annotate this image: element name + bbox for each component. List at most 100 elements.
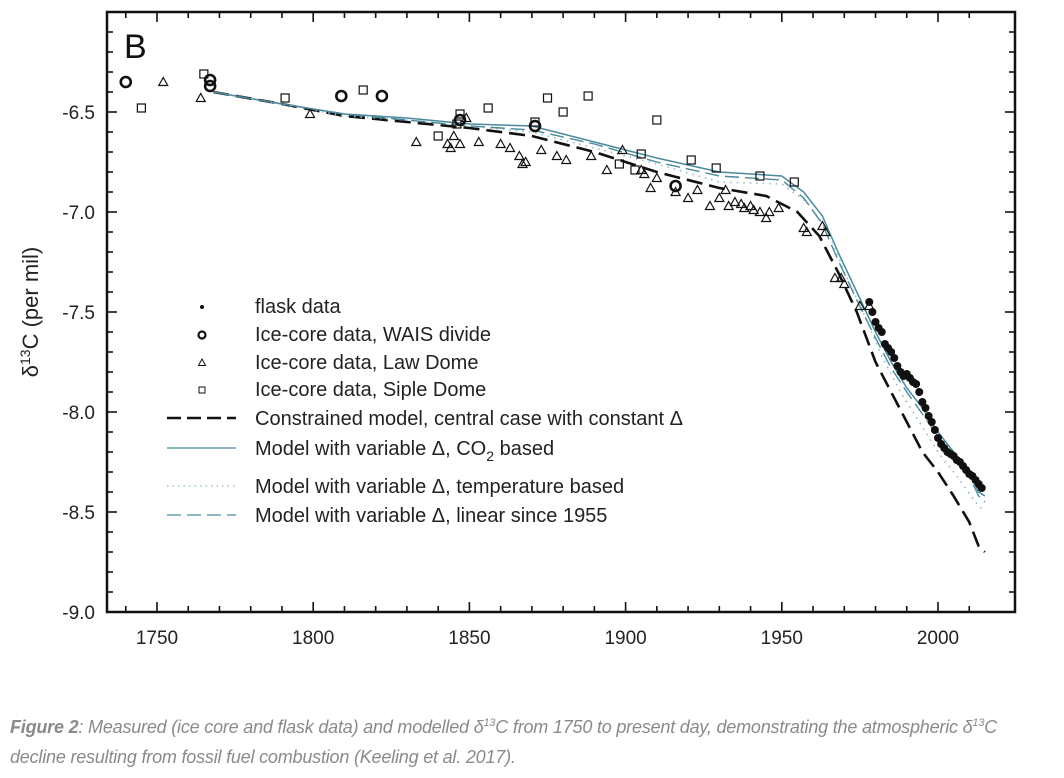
legend-label: Model with variable Δ, CO2 based [255,438,554,464]
data-point [304,108,316,119]
y-tick-label: -7.5 [62,303,95,324]
data-point [893,362,902,370]
data-point [760,212,772,223]
y-tick-label: -8.5 [62,503,95,524]
series-ice-core-data-law-dome [157,76,875,311]
data-point [645,182,657,193]
data-point [829,272,841,283]
data-point [789,177,799,187]
data-point [854,300,866,311]
legend-marker-triangle [197,357,207,366]
legend-marker-square [198,386,206,394]
x-tick-label: 1800 [292,628,334,649]
series-line [213,91,986,497]
data-point [495,138,507,149]
data-point [520,156,532,167]
data-point [934,434,942,442]
data-point [686,155,696,165]
y-axis-label: δ13C (per mil) [17,247,43,378]
data-point [335,89,348,103]
caption-sup-1: 13 [483,717,496,729]
data-point [199,69,209,79]
data-point [816,220,828,231]
series-flask-data [865,298,986,492]
data-point [912,380,921,388]
legend-label: Ice-core data, Law Dome [255,352,478,374]
data-point [448,130,460,141]
data-point [651,172,663,183]
data-point [375,89,389,103]
data-point [704,200,716,211]
data-point [157,76,169,87]
data-point [483,103,493,113]
data-point [551,150,563,161]
data-point [720,184,732,195]
data-point [865,298,874,306]
data-point [535,144,547,155]
legend-marker-circle [197,330,207,340]
data-point [473,136,485,147]
data-point [930,426,939,434]
data-point [119,75,133,89]
data-point [560,154,572,165]
x-tick-label: 1950 [761,628,803,649]
x-tick-label: 2000 [917,628,959,649]
x-tick-label: 1850 [448,628,490,649]
series-layer [119,69,986,553]
series-constrained-model-central-case-with-constant- [212,90,986,553]
data-point [877,328,886,336]
data-point [670,186,682,197]
y-tick-label: -7.0 [62,203,95,224]
data-point [358,85,368,95]
data-point [616,144,629,155]
x-tick-label: 1750 [136,628,178,649]
chart: 1750 1800 1850 1900 1950 2000 -6.5 -7.0 -7.5 -8.0… [17,10,1017,649]
data-point [136,103,146,113]
data-point [871,318,880,326]
data-point [927,418,936,426]
y-axis-label-prefix: δ [18,365,43,377]
caption-text-1: : Measured (ice core and flask data) and… [78,717,484,737]
data-point [583,91,593,101]
legend-label: Ice-core data, WAIS divide [255,324,491,346]
caption-text-3: C decline resulting from fossil fuel com… [10,717,998,767]
data-point [652,115,662,125]
data-point [863,300,875,311]
data-point [798,222,810,233]
ticks-layer: 1750 1800 1850 1900 1950 2000 -6.5 -7.0 -7.5 -8.0… [62,11,1015,649]
data-point [504,142,516,153]
y-tick-label: -8.0 [62,403,95,424]
data-point [528,119,542,133]
data-point [838,278,850,289]
y-tick-label: -6.5 [62,103,95,124]
y-tick-label: -9.0 [62,603,95,624]
legend-item: Ice-core data, Law Dome [197,352,478,374]
data-point [452,119,462,129]
legend-item: Ice-core data, Siple Dome [198,379,486,401]
legend-item: Model with variable Δ, temperature based [167,476,624,498]
data-point [763,206,775,217]
y-axis-label-sup: 13 [17,349,33,365]
data-point [915,388,924,396]
caption-sup-2: 13 [972,717,985,729]
data-point [513,150,525,161]
data-point [820,226,832,237]
series-ice-core-data-siple-dome [136,69,799,187]
data-point [195,92,207,103]
data-point [754,206,766,217]
data-point [868,308,877,316]
data-point [713,192,725,203]
data-point [636,149,646,159]
data-point [585,150,597,161]
legend-item: Constrained model, central case with con… [167,408,683,430]
data-point [558,107,568,117]
data-point [735,198,747,209]
data-point [890,354,899,362]
data-point [729,196,741,207]
data-point [530,117,540,127]
data-point [454,138,466,149]
data-point [887,348,896,356]
legend-item: flask data [200,296,341,318]
data-point [835,272,847,283]
data-point [433,131,443,141]
